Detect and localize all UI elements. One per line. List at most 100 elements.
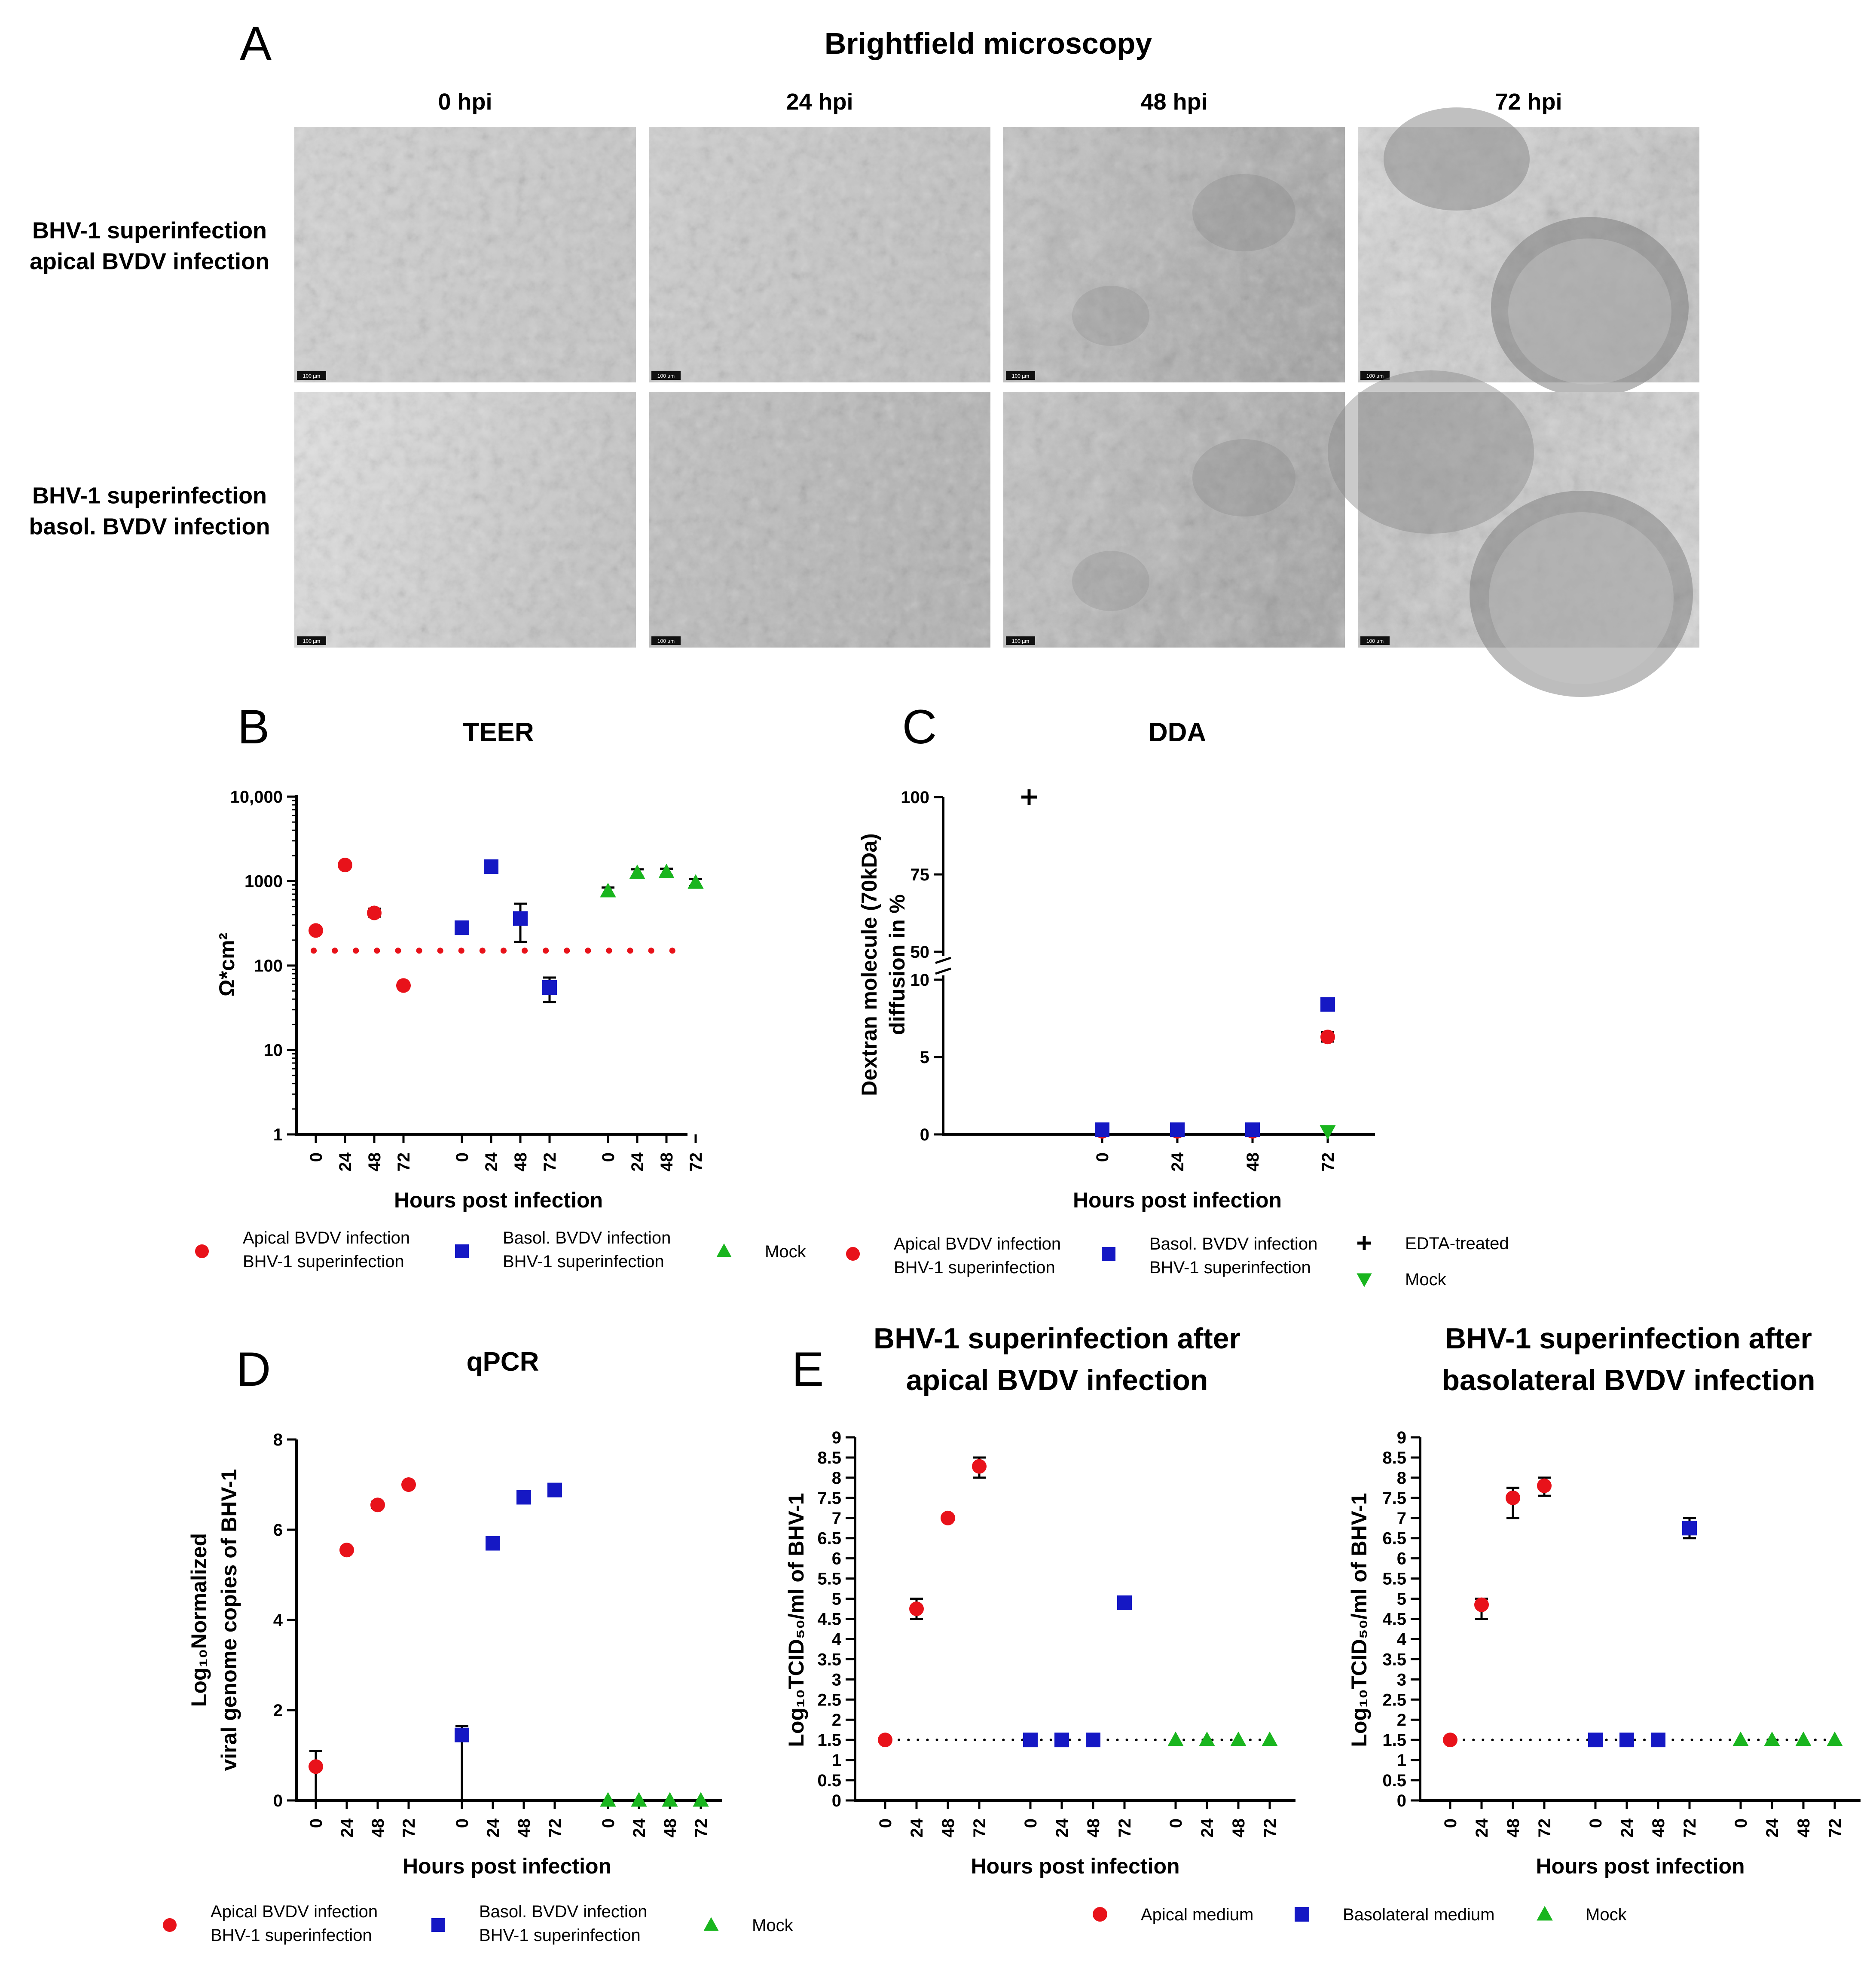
chart-title: TEER (463, 718, 534, 747)
micrograph-0-3: 100 µm (1358, 107, 1699, 397)
scale-bar-label: 100 µm (1012, 373, 1029, 379)
x-tick-label: 24 (1198, 1818, 1217, 1837)
x-tick-label: 0 (599, 1818, 618, 1828)
x-tick-label: 24 (1053, 1818, 1072, 1837)
scale-bar-label: 100 µm (1366, 373, 1384, 379)
chart-title: DDA (1149, 718, 1206, 747)
micrograph-0-2: 100 µm (1003, 127, 1345, 382)
x-tick-label: 72 (1261, 1818, 1280, 1838)
scale-bar (651, 371, 681, 380)
x-tick-label: 0 (1441, 1818, 1460, 1828)
legend-marker-square (455, 1244, 469, 1258)
y-tick-label: 1.5 (817, 1731, 841, 1750)
scale-bar (297, 636, 326, 645)
panel-letter-a: A (240, 17, 272, 70)
legend-label: Basolateral medium (1343, 1905, 1495, 1924)
data-point (516, 1490, 531, 1505)
data-point (941, 1510, 955, 1525)
x-tick-label: 0 (599, 1152, 618, 1162)
x-tick-label: 48 (511, 1152, 530, 1172)
y-tick-label: 4 (1397, 1630, 1407, 1649)
y-axis-label-line-2: viral genome copies of BHV-1 (217, 1469, 241, 1771)
y-tick-label: 100 (901, 788, 929, 807)
micrograph-1-2: 100 µm (1003, 392, 1345, 648)
micrograph-0-0: 100 µm (294, 127, 636, 382)
x-tick-label: 48 (365, 1152, 384, 1172)
data-point (1170, 1122, 1185, 1137)
data-point (629, 864, 645, 879)
y-tick-label: 4 (832, 1630, 842, 1649)
x-tick-label: 24 (630, 1818, 649, 1837)
y-tick-label: 8 (273, 1430, 283, 1449)
x-tick-label: 48 (1084, 1818, 1103, 1838)
data-point (455, 920, 469, 935)
y-tick-label: 8 (1397, 1469, 1406, 1488)
column-header-2: 48 hpi (1140, 89, 1207, 115)
plus-bar-v (1363, 1236, 1366, 1250)
x-tick-label: 24 (484, 1818, 503, 1837)
column-header-3: 72 hpi (1495, 89, 1562, 115)
legend-label: BHV-1 superinfection (243, 1252, 404, 1271)
data-point (401, 1477, 416, 1492)
x-tick-label: 0 (876, 1818, 895, 1828)
data-point (1262, 1731, 1278, 1746)
micrograph-0-1: 100 µm (649, 127, 990, 382)
x-tick-label: 72 (687, 1152, 706, 1172)
plaque-shape (1470, 491, 1693, 697)
legend-marker-circle (846, 1247, 860, 1261)
scale-bar-label: 100 µm (1366, 638, 1384, 644)
data-point (1230, 1731, 1247, 1746)
y-tick-label: 10,000 (230, 788, 283, 807)
legend-label: EDTA-treated (1405, 1234, 1509, 1253)
x-tick-label: 0 (453, 1152, 472, 1162)
x-tick-label: 72 (394, 1152, 413, 1172)
legend-marker-square (1102, 1247, 1115, 1261)
legend-marker-triangle (1537, 1906, 1553, 1921)
legend-label: Basol. BVDV infection (1149, 1235, 1317, 1253)
y-tick-label: 5 (920, 1048, 929, 1067)
legend-marker-triangle (716, 1243, 732, 1257)
legend-label: Apical BVDV infection (894, 1235, 1061, 1253)
legend-qpcr: Apical BVDV infection BHV-1 superinfectio… (163, 1902, 794, 1945)
data-point (1619, 1733, 1634, 1748)
micrograph-texture-coarse (1003, 127, 1345, 382)
data-point (1095, 1122, 1109, 1137)
x-tick-label: 72 (1319, 1152, 1338, 1172)
micrograph-1-0: 100 µm (294, 392, 636, 648)
cell-cluster (1192, 439, 1295, 516)
y-tick-label: 100 (254, 957, 283, 975)
panel-letter-c: C (902, 700, 937, 754)
plaque-shape (1491, 217, 1689, 397)
legend-marker-circle (195, 1244, 209, 1258)
y-tick-label: 50 (911, 943, 930, 962)
data-point (878, 1733, 892, 1748)
y-tick-label: 75 (911, 865, 930, 884)
x-tick-label: 48 (1794, 1818, 1813, 1838)
y-tick-label: 3.5 (817, 1650, 841, 1669)
y-tick-label: 10 (264, 1041, 283, 1060)
y-tick-label: 6 (1397, 1549, 1406, 1568)
x-tick-label: 0 (1586, 1818, 1605, 1828)
legend-marker-triangle-down (1357, 1273, 1372, 1287)
x-tick-label: 24 (1473, 1818, 1491, 1837)
x-tick-label: 72 (692, 1818, 711, 1838)
column-header-0: 0 hpi (438, 89, 492, 115)
y-tick-label: 5 (832, 1590, 841, 1609)
data-point (1764, 1731, 1780, 1746)
data-point (662, 1792, 678, 1807)
legend-teer: Apical BVDV infection BHV-1 superinfectio… (195, 1229, 807, 1271)
legend-label: BHV-1 superinfection (894, 1258, 1055, 1277)
micrograph-texture-coarse (1003, 392, 1345, 648)
y-tick-label: 2 (832, 1711, 841, 1730)
micrograph-texture (649, 127, 990, 382)
y-tick-label: 0 (832, 1791, 841, 1810)
x-tick-label: 48 (515, 1818, 534, 1838)
data-point (484, 859, 498, 874)
chart-dda: C DDA 0 5 10 50 75 100 Dextran molecule (70kDa) d… (857, 700, 1375, 1212)
data-point (693, 1792, 709, 1807)
data-point (1827, 1731, 1843, 1746)
data-point (1320, 1125, 1336, 1140)
y-tick-label: 0.5 (1382, 1771, 1406, 1790)
